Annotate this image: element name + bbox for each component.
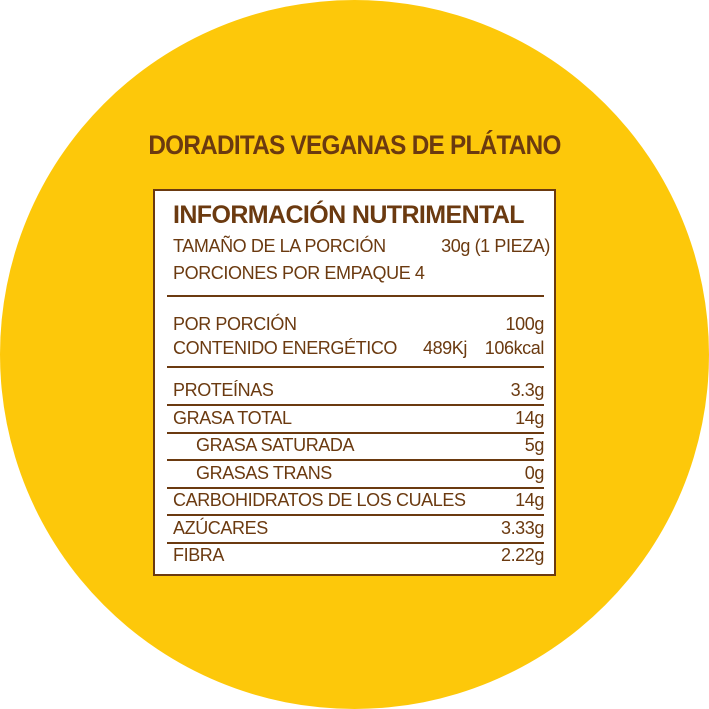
per-portion-value: 100g [505, 314, 545, 334]
nutrient-row-saturated-fat: GRASA SATURADA 5g [167, 432, 544, 461]
nutrient-label: PROTEÍNAS [173, 380, 274, 400]
nutrient-row-total-fat: GRASA TOTAL 14g [167, 405, 544, 434]
nutrition-heading: INFORMACIÓN NUTRIMENTAL [173, 201, 525, 229]
nutrient-row-sugars: AZÚCARES 3.33g [167, 515, 544, 544]
serving-size-label: TAMAÑO DE LA PORCIÓN [173, 236, 386, 256]
servings-per-package: PORCIONES POR EMPAQUE 4 [173, 263, 425, 283]
product-title: DORADITAS VEGANAS DE PLÁTANO [148, 130, 561, 160]
nutrient-value: 2.22g [500, 545, 544, 565]
nutrient-label: GRASA SATURADA [196, 435, 355, 455]
nutrient-value: 14g [515, 490, 544, 510]
nutrient-value: 3.33g [500, 517, 544, 538]
nutrient-label: AZÚCARES [173, 517, 268, 538]
energy-kj: 489Kj [422, 338, 467, 358]
energy-label: CONTENIDO ENERGÉTICO [173, 338, 398, 358]
nutrient-value: 0g [524, 462, 545, 483]
nutrient-value: 14g [515, 407, 544, 428]
nutrient-value: 3.3g [510, 380, 545, 400]
nutrition-facts-panel: INFORMACIÓN NUTRIMENTAL TAMAÑO DE LA POR… [153, 189, 556, 576]
divider [167, 295, 544, 297]
nutrient-label: FIBRA [173, 545, 225, 565]
nutrient-row-carbohydrates: CARBOHIDRATOS DE LOS CUALES 14g [167, 487, 544, 516]
serving-size-value: 30g (1 PIEZA) [441, 236, 550, 256]
nutrient-row-proteins: PROTEÍNAS 3.3g [167, 377, 544, 406]
per-portion-label: POR PORCIÓN [173, 314, 297, 334]
nutrient-label: GRASAS TRANS [196, 462, 332, 483]
divider [167, 366, 544, 368]
nutrient-label: CARBOHIDRATOS DE LOS CUALES [173, 490, 466, 510]
energy-kcal: 106kcal [484, 338, 545, 358]
nutrient-label: GRASA TOTAL [173, 407, 292, 428]
nutrient-row-fiber: FIBRA 2.22g [167, 542, 544, 569]
nutrient-value: 5g [524, 435, 545, 455]
nutrient-row-trans-fat: GRASAS TRANS 0g [167, 460, 544, 489]
